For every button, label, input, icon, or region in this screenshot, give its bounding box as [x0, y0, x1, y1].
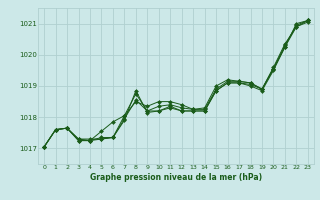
- X-axis label: Graphe pression niveau de la mer (hPa): Graphe pression niveau de la mer (hPa): [90, 173, 262, 182]
